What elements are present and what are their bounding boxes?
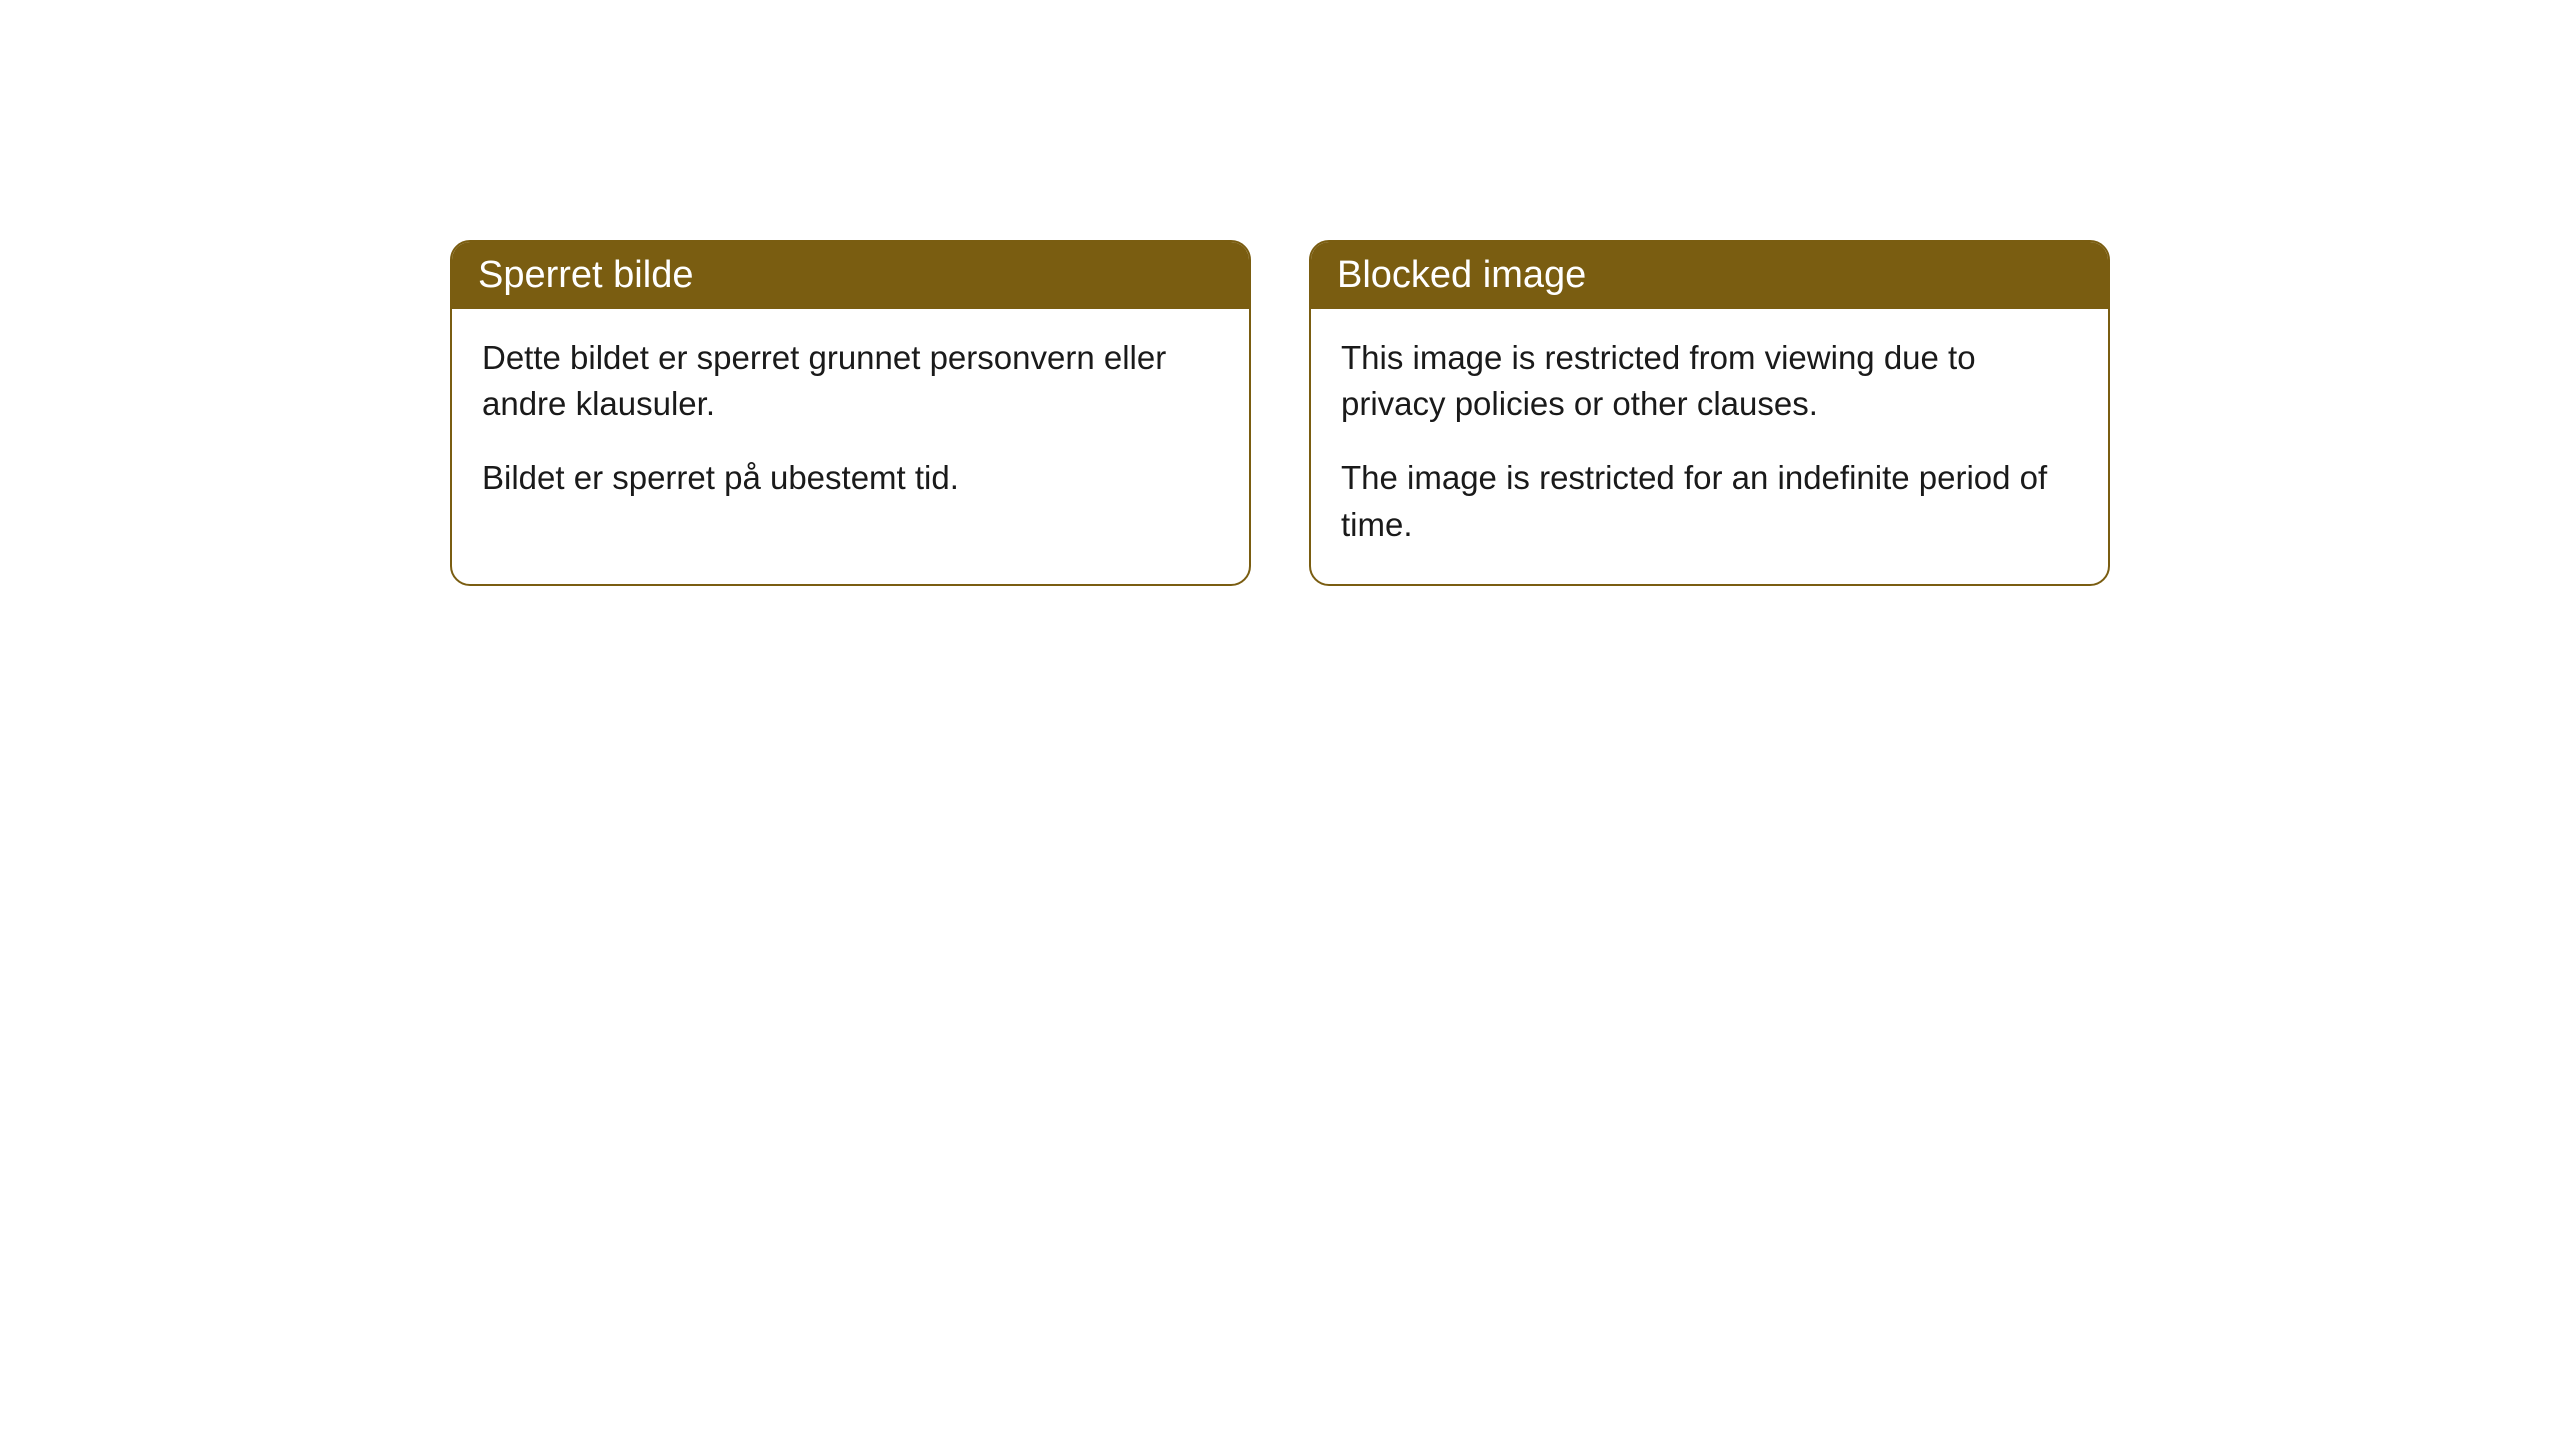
card-body: Dette bildet er sperret grunnet personve…: [452, 309, 1249, 538]
cards-container: Sperret bilde Dette bildet er sperret gr…: [450, 240, 2110, 586]
card-paragraph: Bildet er sperret på ubestemt tid.: [482, 455, 1219, 501]
card-title: Blocked image: [1337, 254, 1586, 296]
card-paragraph: This image is restricted from viewing du…: [1341, 335, 2078, 427]
card-body: This image is restricted from viewing du…: [1311, 309, 2108, 584]
card-paragraph: The image is restricted for an indefinit…: [1341, 455, 2078, 547]
card-header: Sperret bilde: [452, 242, 1249, 309]
notification-card-english: Blocked image This image is restricted f…: [1309, 240, 2110, 586]
card-title: Sperret bilde: [478, 254, 693, 296]
notification-card-norwegian: Sperret bilde Dette bildet er sperret gr…: [450, 240, 1251, 586]
card-paragraph: Dette bildet er sperret grunnet personve…: [482, 335, 1219, 427]
card-header: Blocked image: [1311, 242, 2108, 309]
